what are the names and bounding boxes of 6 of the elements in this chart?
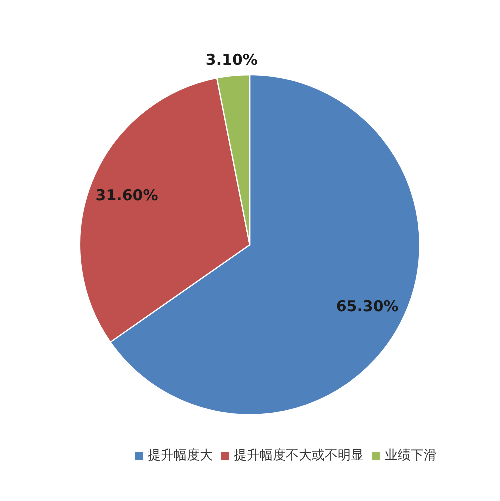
legend-label: 提升幅度不大或不明显 xyxy=(234,448,364,464)
legend-label: 业绩下滑 xyxy=(385,448,437,464)
legend-label: 提升幅度大 xyxy=(148,448,213,464)
data-label: 65.30% xyxy=(336,297,399,316)
data-label: 3.10% xyxy=(206,50,258,69)
data-label: 31.60% xyxy=(96,186,158,204)
